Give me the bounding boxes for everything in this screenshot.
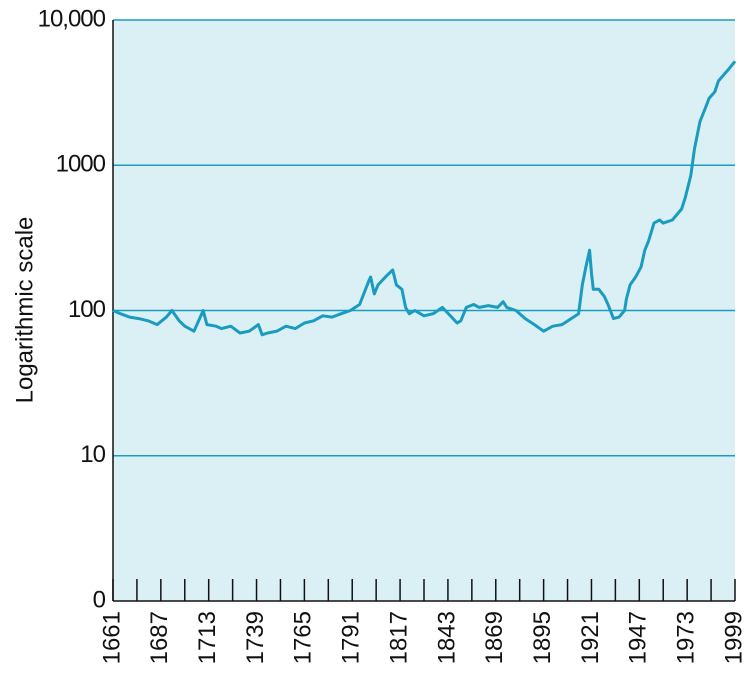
x-tick-label: 1921 (577, 611, 604, 664)
data-line (112, 60, 737, 337)
x-tick-label: 1895 (529, 611, 556, 664)
y-tick-label: 10 (80, 441, 105, 468)
x-tick-label: 1687 (146, 611, 173, 664)
y-tick-label: 1000 (56, 151, 106, 178)
x-tick-label: 1739 (242, 611, 269, 664)
x-tick-label: 1765 (290, 611, 317, 664)
x-tick-label: 1843 (433, 611, 460, 664)
x-tick-label: 1817 (385, 611, 412, 664)
x-tick-label: 1947 (625, 611, 652, 664)
x-tick-label: 1999 (720, 611, 747, 664)
y-tick-label: 10,000 (38, 5, 106, 32)
x-tick-label: 1791 (338, 611, 365, 664)
y-axis-label: Logarithmic scale (11, 217, 38, 404)
x-tick-label: 1869 (481, 611, 508, 664)
x-tick-label: 1661 (98, 611, 125, 664)
x-tick-label: 1713 (194, 611, 221, 664)
y-tick-label: 0 (93, 586, 106, 613)
y-tick-label: 100 (68, 296, 106, 323)
x-tick-label: 1973 (672, 611, 699, 664)
